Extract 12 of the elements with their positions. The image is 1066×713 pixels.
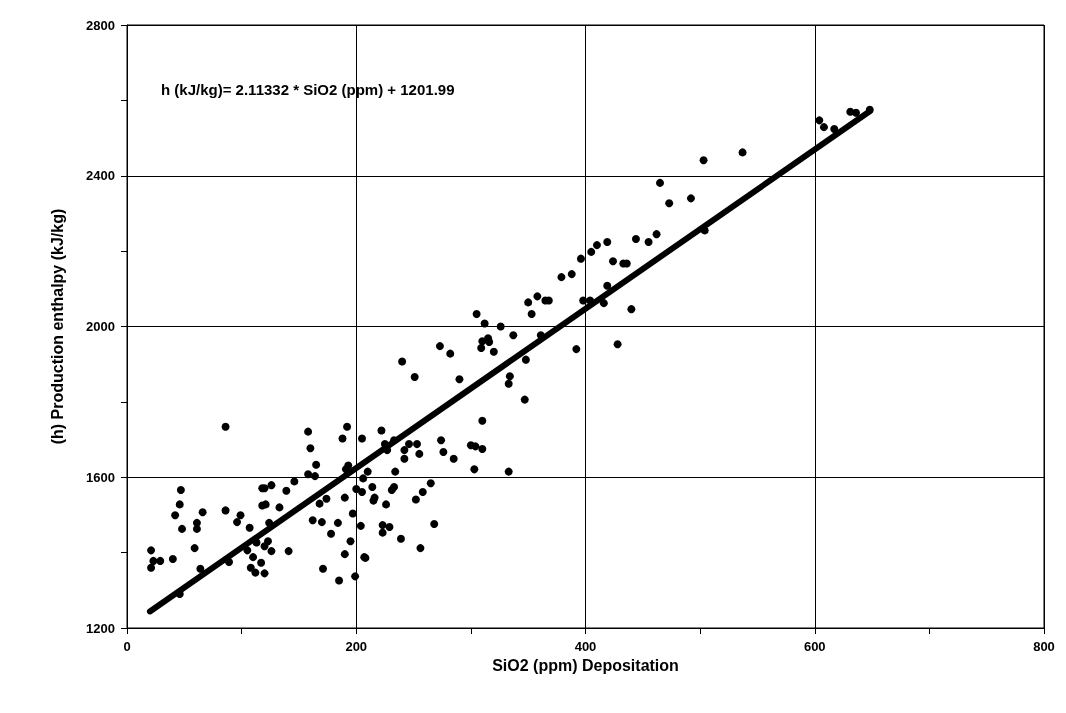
y-tick-label: 2000 [86,319,115,334]
x-tick-label: 600 [803,639,826,654]
x-tick-label: 400 [574,639,597,654]
x-tick-label: 0 [123,639,131,654]
x-axis-title: SiO2 (ppm) Depositation [492,657,679,675]
x-tick-label: 800 [1033,639,1055,654]
y-tick-label: 1600 [86,469,115,485]
y-axis-title: (h) Production enthalpy (kJ/kg) [48,208,66,445]
x-tick-label: 200 [345,639,368,654]
y-tick-label: 2400 [86,168,115,184]
y-tick-label: 2800 [86,17,115,33]
y-tick-label: 1200 [86,620,115,636]
